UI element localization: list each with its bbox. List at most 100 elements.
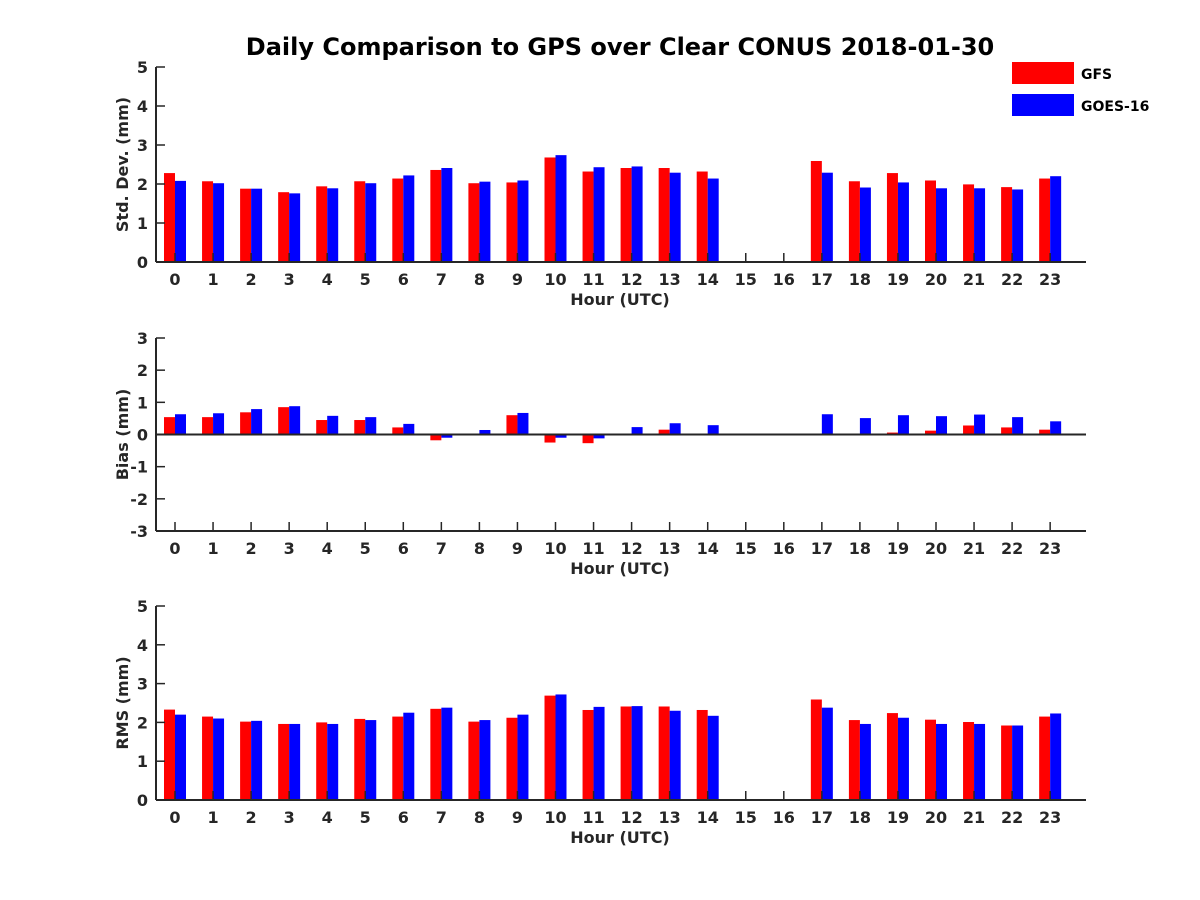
bar-goes16-h20 [936, 416, 947, 435]
bar-gfs-h19 [886, 713, 898, 800]
bar-goes16-h18 [859, 723, 871, 800]
bar-goes16-h5 [365, 720, 377, 800]
x-tick-label: 22 [1001, 808, 1023, 827]
bar-goes16-h6 [403, 423, 415, 435]
bar-gfs-h14 [696, 171, 708, 262]
x-tick-label: 19 [887, 270, 909, 289]
x-tick-label: 11 [582, 539, 604, 558]
y-tick-label: 1 [137, 214, 148, 233]
x-tick-label: 3 [284, 270, 295, 289]
y-tick-label: 2 [137, 175, 148, 194]
x-tick-label: 22 [1001, 270, 1023, 289]
bar-gfs-h0 [164, 709, 175, 800]
bar-gfs-h17 [810, 160, 822, 262]
bar-goes16-h23 [1050, 421, 1062, 435]
x-tick-label: 2 [246, 539, 257, 558]
bar-gfs-h5 [354, 718, 366, 800]
bar-goes16-h11 [593, 167, 605, 262]
bar-goes16-h20 [936, 188, 947, 262]
bar-gfs-h8 [468, 183, 480, 262]
y-tick-label: 5 [137, 58, 148, 77]
chart-title: Daily Comparison to GPS over Clear CONUS… [246, 33, 994, 61]
legend-label-gfs: GFS [1081, 67, 1112, 83]
x-tick-label: 2 [246, 808, 257, 827]
x-tick-label: 18 [849, 270, 871, 289]
bar-goes16-h8 [479, 181, 491, 262]
bar-goes16-h21 [974, 414, 986, 435]
legend-swatch-goes16 [1012, 94, 1074, 116]
y-tick-label: 0 [137, 253, 148, 272]
bar-goes16-h12 [631, 427, 643, 435]
x-tick-label: 0 [169, 270, 180, 289]
bar-gfs-h6 [392, 716, 404, 800]
bar-goes16-h9 [517, 714, 529, 800]
x-tick-label: 15 [735, 539, 757, 558]
x-tick-label: 14 [697, 539, 719, 558]
y-tick-label: 4 [137, 97, 148, 116]
bar-gfs-h11 [582, 434, 594, 444]
y-tick-label: 1 [137, 752, 148, 771]
bar-goes16-h12 [631, 706, 643, 800]
bar-goes16-h19 [897, 182, 909, 262]
bar-gfs-h11 [582, 171, 594, 262]
bar-gfs-h3 [278, 407, 290, 435]
bar-goes16-h0 [175, 180, 186, 262]
bar-goes16-h17 [821, 414, 833, 435]
bar-goes16-h10 [555, 434, 567, 438]
y-tick-label: 3 [137, 329, 148, 348]
x-tick-label: 21 [963, 270, 985, 289]
bar-goes16-h17 [821, 707, 833, 800]
bar-gfs-h8 [468, 721, 480, 800]
bar-goes16-h8 [479, 720, 491, 800]
y-axis-label: Std. Dev. (mm) [113, 97, 132, 232]
x-tick-label: 6 [398, 270, 409, 289]
bar-gfs-h3 [278, 723, 290, 800]
x-tick-label: 15 [735, 808, 757, 827]
bar-gfs-h22 [1001, 725, 1013, 800]
bar-gfs-h13 [658, 429, 670, 435]
bar-gfs-h11 [582, 709, 594, 800]
bar-goes16-h9 [517, 180, 529, 262]
x-tick-label: 22 [1001, 539, 1023, 558]
bar-gfs-h1 [202, 417, 214, 435]
bar-gfs-h20 [925, 430, 936, 435]
x-tick-label: 3 [284, 808, 295, 827]
x-tick-label: 17 [811, 539, 833, 558]
bar-goes16-h7 [441, 168, 453, 262]
x-axis-label: Hour (UTC) [570, 828, 670, 847]
bar-gfs-h6 [392, 178, 404, 262]
x-tick-label: 7 [436, 539, 447, 558]
bar-gfs-h18 [848, 720, 860, 800]
x-tick-label: 1 [207, 808, 218, 827]
bar-gfs-h18 [848, 181, 860, 262]
bar-gfs-h13 [658, 168, 670, 262]
bar-goes16-h13 [669, 172, 681, 262]
y-tick-label: 1 [137, 393, 148, 412]
bar-goes16-h21 [974, 723, 986, 800]
y-tick-label: 4 [137, 636, 148, 655]
x-tick-label: 18 [849, 539, 871, 558]
x-tick-label: 6 [398, 808, 409, 827]
x-tick-label: 9 [512, 808, 523, 827]
x-tick-label: 14 [697, 808, 719, 827]
y-tick-label: -1 [130, 458, 148, 477]
x-tick-label: 20 [925, 539, 947, 558]
x-tick-label: 2 [246, 270, 257, 289]
y-tick-label: 0 [137, 426, 148, 445]
y-tick-label: 2 [137, 713, 148, 732]
bar-gfs-h9 [506, 415, 518, 435]
bar-goes16-h13 [669, 710, 681, 800]
bar-gfs-h21 [963, 184, 975, 262]
x-tick-label: 23 [1039, 539, 1061, 558]
x-tick-label: 12 [620, 539, 642, 558]
bar-gfs-h7 [430, 169, 442, 262]
bar-goes16-h0 [175, 714, 186, 800]
bar-gfs-h2 [240, 721, 252, 800]
bar-gfs-h20 [925, 180, 936, 262]
x-tick-label: 4 [322, 808, 333, 827]
x-tick-label: 0 [169, 539, 180, 558]
bar-gfs-h22 [1001, 187, 1013, 262]
y-axis-label: Bias (mm) [113, 389, 132, 481]
